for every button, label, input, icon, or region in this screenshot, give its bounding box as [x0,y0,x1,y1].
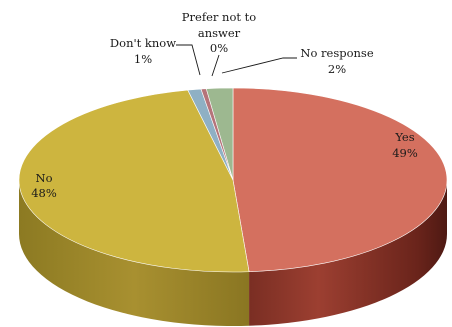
leader-line-noresp [221,57,297,74]
slice-label-dontknow: Don't know [110,36,176,50]
svg-text:Prefer not to: Prefer not to [182,10,256,24]
svg-text:No: No [36,171,53,185]
slice-yes [232,87,448,273]
slice-percent-no: 48% [31,186,57,200]
slice-noresp [205,87,234,181]
svg-text:Don't know: Don't know [110,36,176,50]
svg-text:1%: 1% [134,52,152,66]
slice-label-prefer-line1: Prefer not to [182,10,256,24]
leader-lines [176,44,297,77]
svg-text:2%: 2% [328,62,346,76]
slice-side-yes [249,180,447,326]
slice-percent-prefer: 0% [210,41,228,55]
svg-text:49%: 49% [392,146,418,160]
svg-text:answer: answer [198,26,241,40]
leader-line-dontknow [176,44,201,76]
svg-text:No response: No response [300,46,373,60]
svg-text:0%: 0% [210,41,228,55]
svg-text:48%: 48% [31,186,57,200]
slice-side-no [19,180,250,326]
slice-labels: Yes 49% No 48% Don't know 1% Prefer not … [31,10,418,200]
slice-label-prefer-line2: answer [198,26,241,40]
slice-label-yes: Yes [394,130,414,144]
slice-label-no: No [36,171,53,185]
slice-no [18,89,250,273]
pie-side-walls [19,180,447,326]
slice-percent-yes: 49% [392,146,418,160]
slice-percent-dontknow: 1% [134,52,152,66]
pie-slices [18,87,448,273]
slice-label-noresp: No response [300,46,373,60]
svg-text:Yes: Yes [394,130,414,144]
slice-percent-noresp: 2% [328,62,346,76]
leader-line-prefer [211,54,220,77]
